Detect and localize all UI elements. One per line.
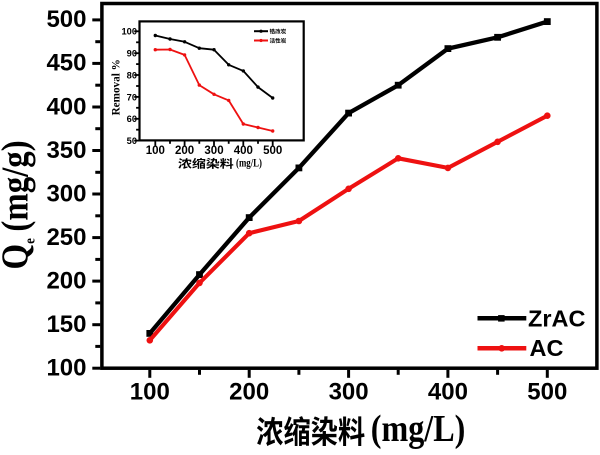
svg-text:350: 350 [46, 137, 86, 164]
svg-text:300: 300 [329, 378, 369, 405]
svg-text:500: 500 [46, 6, 86, 33]
svg-text:400: 400 [428, 378, 468, 405]
svg-text:500: 500 [527, 378, 567, 405]
svg-text:Removal %: Removal % [111, 59, 123, 115]
svg-text:500: 500 [263, 145, 282, 157]
svg-text:300: 300 [204, 145, 223, 157]
svg-text:(mg/L): (mg/L) [236, 158, 262, 170]
svg-text:200: 200 [46, 267, 86, 294]
svg-text:Qe (mg/g): Qe (mg/g) [0, 140, 39, 269]
svg-text:70: 70 [127, 92, 137, 102]
svg-text:80: 80 [127, 71, 137, 81]
svg-text:100: 100 [130, 378, 170, 405]
svg-text:100: 100 [121, 27, 137, 37]
svg-text:AC: AC [530, 335, 564, 361]
svg-text:450: 450 [46, 50, 86, 77]
svg-text:200: 200 [229, 378, 269, 405]
svg-text:200: 200 [175, 145, 194, 157]
svg-text:100: 100 [146, 145, 165, 157]
svg-text:250: 250 [46, 224, 86, 251]
svg-text:ZrAC: ZrAC [528, 305, 585, 331]
svg-text:300: 300 [46, 180, 86, 207]
svg-text:90: 90 [127, 49, 137, 59]
svg-text:60: 60 [127, 114, 137, 124]
svg-text:100: 100 [46, 355, 86, 382]
svg-text:400: 400 [234, 145, 253, 157]
svg-text:150: 150 [46, 311, 86, 338]
svg-text:(mg/L): (mg/L) [371, 408, 466, 450]
svg-text:50: 50 [127, 136, 137, 146]
svg-text:400: 400 [46, 93, 86, 120]
